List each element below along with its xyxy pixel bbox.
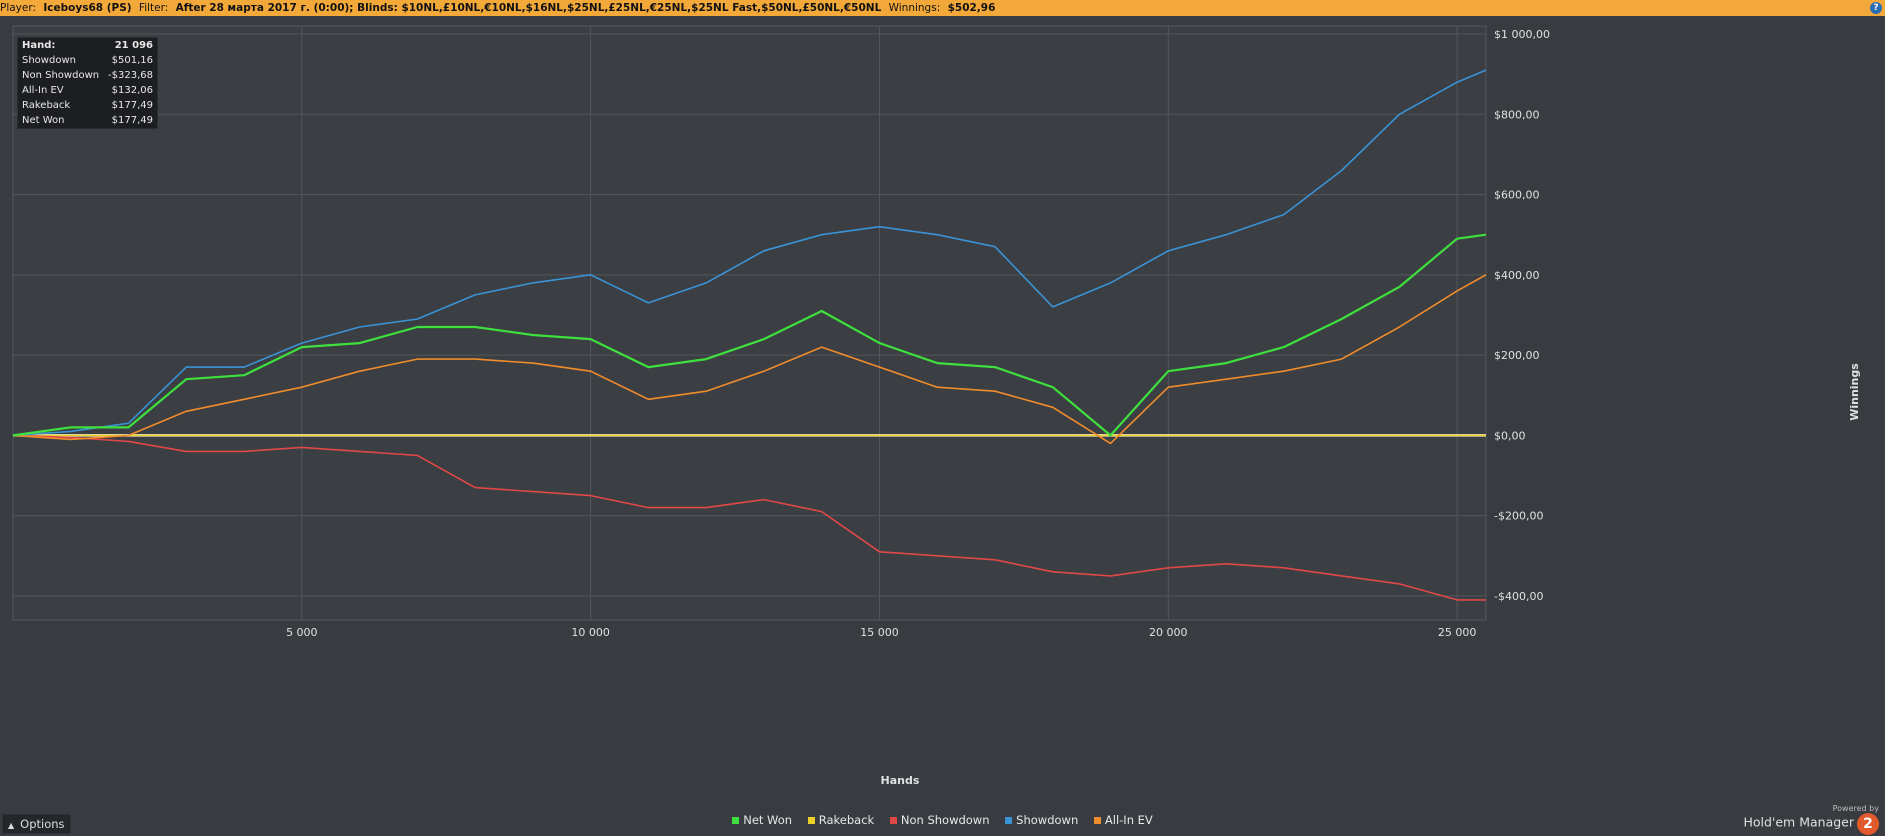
legend-swatch (1005, 817, 1013, 824)
filter-value: After 28 марта 2017 г. (0:00); Blinds: $… (175, 2, 882, 14)
legend-swatch (732, 817, 740, 824)
hm2-logo-icon: 2 (1857, 813, 1879, 835)
x-tick-label: 25 000 (1438, 626, 1477, 639)
y-tick-label: $600,00 (1494, 189, 1540, 202)
stats-row: Showdown $501,16 (22, 55, 153, 66)
options-label: Options (20, 817, 65, 831)
stats-row: Net Won $177,49 (22, 115, 153, 126)
legend-item-showdown[interactable]: Showdown (1005, 813, 1078, 827)
player-value: Iceboys68 (PS) (43, 2, 132, 14)
legend-swatch (1093, 817, 1101, 824)
legend-item-rakeback[interactable]: Rakeback (807, 813, 874, 827)
legend-swatch (807, 817, 815, 824)
help-icon[interactable]: ? (1870, 2, 1882, 14)
options-button[interactable]: ▲ Options (2, 814, 71, 834)
y-axis-label: Winnings (1848, 363, 1861, 421)
legend-item-net-won[interactable]: Net Won (732, 813, 792, 827)
winnings-graph: -$400,00 -$200,00 $0,00 $200,00 $400,00 $600,… (12, 25, 1861, 787)
y-tick-label: $1 000,00 (1494, 28, 1550, 41)
y-tick-label: $200,00 (1494, 349, 1540, 362)
legend-swatch (889, 817, 897, 824)
stats-panel: Hand: 21 096 Showdown $501,16 Non Showdown… (17, 37, 158, 129)
brand-name: Hold'em Manager (1743, 814, 1854, 830)
plot-area (12, 25, 1487, 621)
winnings-label: Winnings: (888, 2, 941, 14)
x-tick-label: 10 000 (571, 626, 610, 639)
axis-ticks: -$400,00 -$200,00 $0,00 $200,00 $400,00 $600,… (286, 28, 1550, 639)
y-tick-label: $400,00 (1494, 269, 1540, 282)
y-tick-label: -$200,00 (1494, 510, 1543, 523)
stats-row: Non Showdown -$323,68 (22, 70, 153, 81)
filter-label: Filter: (138, 2, 169, 14)
chevron-up-icon: ▲ (8, 821, 15, 830)
x-tick-label: 5 000 (286, 626, 318, 639)
x-axis-label: Hands (881, 774, 920, 787)
x-tick-label: 15 000 (860, 626, 899, 639)
legend-item-non-showdown[interactable]: Non Showdown (889, 813, 990, 827)
stats-row: All-In EV $132,06 (22, 85, 153, 96)
series-line-all-in-ev (12, 274, 1487, 445)
grid-lines (12, 25, 1487, 621)
series-line-non-showdown (12, 434, 1486, 601)
winnings-value: $502,96 (947, 2, 996, 14)
stats-row: Rakeback $177,49 (22, 100, 153, 111)
legend-item-all-in-ev[interactable]: All-In EV (1093, 813, 1153, 827)
series-lines (12, 69, 1487, 601)
chart-legend: Net Won Rakeback Non Showdown Showdown A… (0, 813, 1885, 827)
filter-bar: Player: Iceboys68 (PS) Filter: After 28 … (0, 0, 1885, 16)
powered-by-text: Powered by (1832, 804, 1879, 813)
player-label: Player: (0, 2, 37, 14)
x-tick-label: 20 000 (1149, 626, 1188, 639)
y-tick-label: $0,00 (1494, 429, 1526, 442)
brand-logo: Powered by Hold'em Manager 2 (1743, 804, 1879, 835)
series-line-net-won (12, 233, 1487, 437)
y-tick-label: $800,00 (1494, 108, 1540, 121)
stats-row: Hand: 21 096 (22, 40, 153, 51)
y-tick-label: -$400,00 (1494, 590, 1543, 603)
series-line-showdown (12, 69, 1487, 437)
